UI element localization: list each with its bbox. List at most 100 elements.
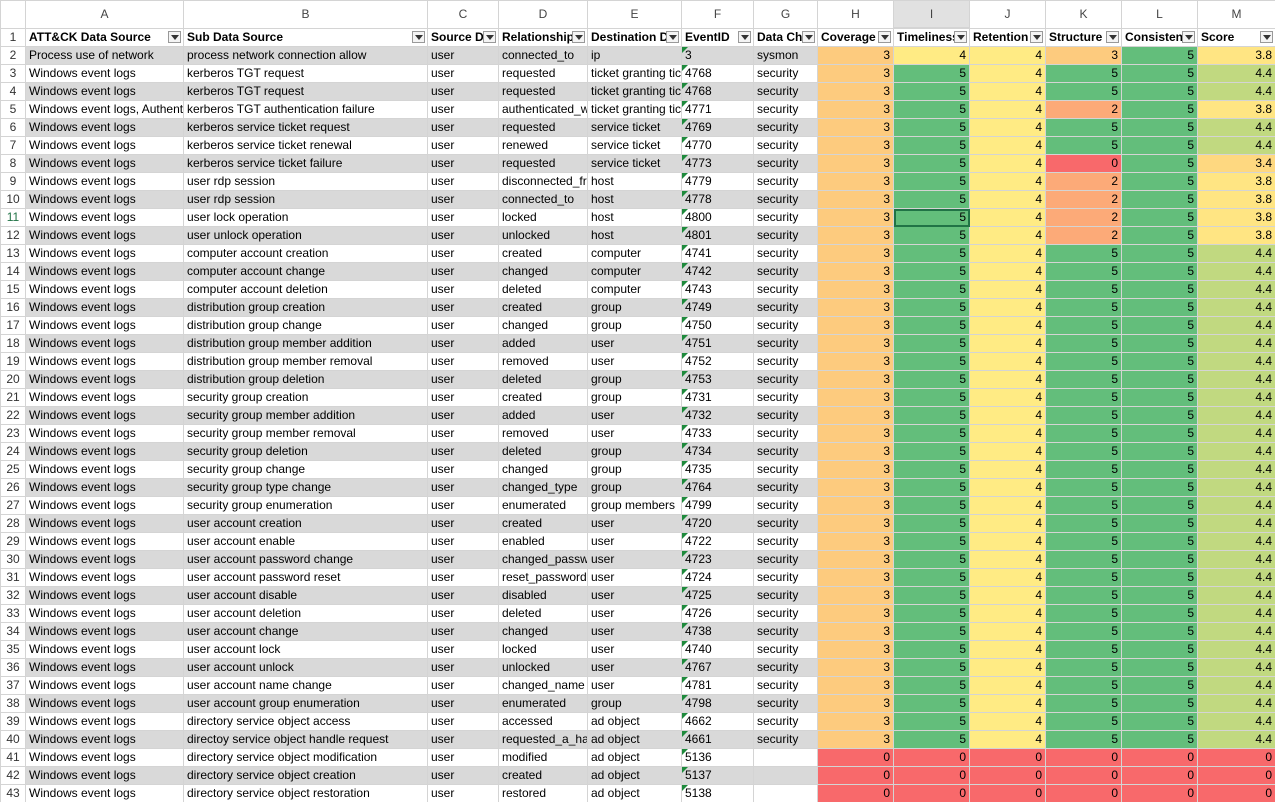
score-cell[interactable]: 5 xyxy=(893,532,970,551)
score-cell[interactable]: 5 xyxy=(1121,262,1198,281)
cell[interactable]: security xyxy=(753,172,818,191)
score-cell[interactable]: 4.4 xyxy=(1197,604,1275,623)
cell[interactable]: connected_to xyxy=(498,46,588,65)
score-cell[interactable]: 4 xyxy=(969,280,1046,299)
filter-button[interactable] xyxy=(878,30,891,43)
cell[interactable]: user xyxy=(427,658,499,677)
score-cell[interactable]: 5 xyxy=(1045,478,1122,497)
cell[interactable]: distribution group member removal xyxy=(183,352,428,371)
score-cell[interactable]: 3 xyxy=(817,478,894,497)
score-cell[interactable]: 4 xyxy=(969,460,1046,479)
cell[interactable]: group members xyxy=(587,496,682,515)
cell[interactable]: ticket granting tic xyxy=(587,64,682,83)
score-cell[interactable]: 0 xyxy=(1197,748,1275,767)
cell[interactable]: security xyxy=(753,262,818,281)
score-cell[interactable]: 5 xyxy=(1045,244,1122,263)
cell[interactable]: user xyxy=(427,280,499,299)
cell[interactable]: kerberos service ticket request xyxy=(183,118,428,137)
cell[interactable]: security xyxy=(753,334,818,353)
score-cell[interactable]: 5 xyxy=(1121,172,1198,191)
score-cell[interactable]: 5 xyxy=(893,694,970,713)
cell[interactable]: security xyxy=(753,550,818,569)
cell[interactable]: process network connection allow xyxy=(183,46,428,65)
row-number[interactable]: 10 xyxy=(0,190,26,209)
cell[interactable]: deleted xyxy=(498,370,588,389)
score-cell[interactable]: 4 xyxy=(969,82,1046,101)
score-cell[interactable]: 3 xyxy=(817,370,894,389)
column-letter[interactable]: D xyxy=(498,0,588,29)
score-cell[interactable]: 4 xyxy=(969,334,1046,353)
cell[interactable]: user account password change xyxy=(183,550,428,569)
cell[interactable]: 3 xyxy=(681,46,754,65)
row-number[interactable]: 24 xyxy=(0,442,26,461)
cell[interactable]: user xyxy=(427,622,499,641)
cell[interactable]: 4735 xyxy=(681,460,754,479)
score-cell[interactable]: 4.4 xyxy=(1197,352,1275,371)
cell[interactable]: 4731 xyxy=(681,388,754,407)
row-number[interactable]: 36 xyxy=(0,658,26,677)
cell[interactable]: deleted xyxy=(498,604,588,623)
filter-button[interactable] xyxy=(168,30,181,43)
score-cell[interactable]: 4 xyxy=(969,100,1046,119)
cell[interactable]: 4661 xyxy=(681,730,754,749)
header-cell[interactable]: Score xyxy=(1197,27,1275,47)
row-number[interactable]: 14 xyxy=(0,262,26,281)
score-cell[interactable]: 5 xyxy=(1045,460,1122,479)
score-cell[interactable]: 2 xyxy=(1045,226,1122,245)
cell[interactable]: user account password reset xyxy=(183,568,428,587)
score-cell[interactable]: 3 xyxy=(817,514,894,533)
cell[interactable]: 4801 xyxy=(681,226,754,245)
score-cell[interactable]: 5 xyxy=(893,172,970,191)
cell[interactable]: user xyxy=(587,586,682,605)
cell[interactable]: user xyxy=(587,676,682,695)
score-cell[interactable]: 4.4 xyxy=(1197,622,1275,641)
column-letter[interactable]: J xyxy=(969,0,1046,29)
cell[interactable]: Windows event logs xyxy=(25,172,184,191)
cell[interactable]: user xyxy=(427,118,499,137)
score-cell[interactable]: 5 xyxy=(893,640,970,659)
score-cell[interactable]: 5 xyxy=(1121,442,1198,461)
header-cell[interactable]: Coverage xyxy=(817,27,894,47)
column-letter[interactable]: E xyxy=(587,0,682,29)
score-cell[interactable]: 5 xyxy=(1121,100,1198,119)
cell[interactable]: Windows event logs xyxy=(25,604,184,623)
cell[interactable]: 4779 xyxy=(681,172,754,191)
cell[interactable]: Windows event logs xyxy=(25,334,184,353)
row-number[interactable]: 30 xyxy=(0,550,26,569)
score-cell[interactable]: 5 xyxy=(1045,388,1122,407)
cell[interactable]: security xyxy=(753,694,818,713)
cell[interactable]: 4722 xyxy=(681,532,754,551)
filter-button[interactable] xyxy=(572,30,585,43)
cell[interactable]: 4720 xyxy=(681,514,754,533)
cell[interactable]: kerberos TGT authentication failure xyxy=(183,100,428,119)
cell[interactable]: Windows event logs xyxy=(25,712,184,731)
score-cell[interactable]: 5 xyxy=(1045,532,1122,551)
cell[interactable]: 4738 xyxy=(681,622,754,641)
score-cell[interactable]: 3 xyxy=(817,334,894,353)
cell[interactable]: 4749 xyxy=(681,298,754,317)
score-cell[interactable]: 3 xyxy=(817,496,894,515)
cell[interactable]: Windows event logs xyxy=(25,190,184,209)
cell[interactable]: created xyxy=(498,298,588,317)
cell[interactable]: security group type change xyxy=(183,478,428,497)
cell[interactable]: security xyxy=(753,640,818,659)
score-cell[interactable]: 5 xyxy=(893,280,970,299)
cell[interactable]: 4764 xyxy=(681,478,754,497)
score-cell[interactable]: 5 xyxy=(893,676,970,695)
row-number[interactable]: 29 xyxy=(0,532,26,551)
cell[interactable]: security xyxy=(753,154,818,173)
cell[interactable]: Windows event logs xyxy=(25,136,184,155)
score-cell[interactable]: 3 xyxy=(817,406,894,425)
score-cell[interactable]: 5 xyxy=(1121,532,1198,551)
cell[interactable]: computer account deletion xyxy=(183,280,428,299)
score-cell[interactable]: 5 xyxy=(1045,64,1122,83)
cell[interactable]: security xyxy=(753,460,818,479)
cell[interactable]: Windows event logs xyxy=(25,496,184,515)
row-number[interactable]: 34 xyxy=(0,622,26,641)
cell[interactable]: user xyxy=(587,640,682,659)
score-cell[interactable]: 0 xyxy=(817,766,894,785)
cell[interactable]: user xyxy=(427,424,499,443)
cell[interactable]: distribution group creation xyxy=(183,298,428,317)
score-cell[interactable]: 5 xyxy=(1121,82,1198,101)
cell[interactable]: user xyxy=(427,262,499,281)
